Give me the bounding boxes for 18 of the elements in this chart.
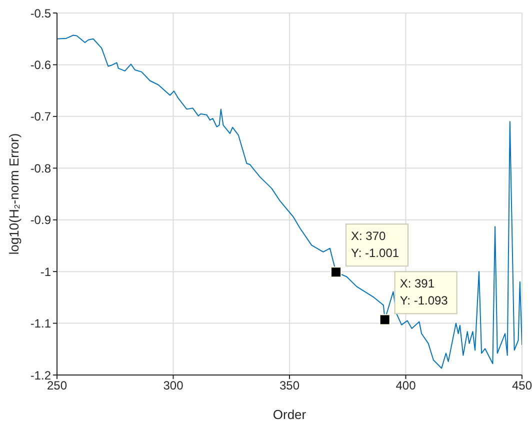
- y-tick-label: -0.8: [30, 161, 52, 176]
- y-tick-label: -0.5: [30, 6, 52, 20]
- x-tick-label: 350: [279, 378, 300, 393]
- y-tick-label: -1: [40, 264, 52, 279]
- line-series: [57, 34, 522, 369]
- tip-box: X: 370 Y: -1.001: [346, 224, 408, 267]
- x-tick-label: 450: [512, 378, 532, 393]
- x-tick-label: 400: [396, 378, 416, 393]
- annotation: X: 370 Y: -1.001: [351, 229, 400, 260]
- y-tick-label: -0.7: [30, 110, 52, 124]
- y-tick-label: -1.1: [30, 316, 52, 331]
- y-tick-label: -0.9: [30, 213, 52, 228]
- annotation: X: 391 Y: -1.093: [400, 276, 448, 308]
- x-tick-label: 300: [163, 378, 184, 393]
- tip-box: X: 391 Y: -1.093: [394, 271, 458, 314]
- y-tick-label: -0.6: [30, 58, 52, 72]
- y-axis-title: log10(H₂-norm Error): [6, 133, 22, 255]
- x-axis-title: Order: [272, 407, 307, 421]
